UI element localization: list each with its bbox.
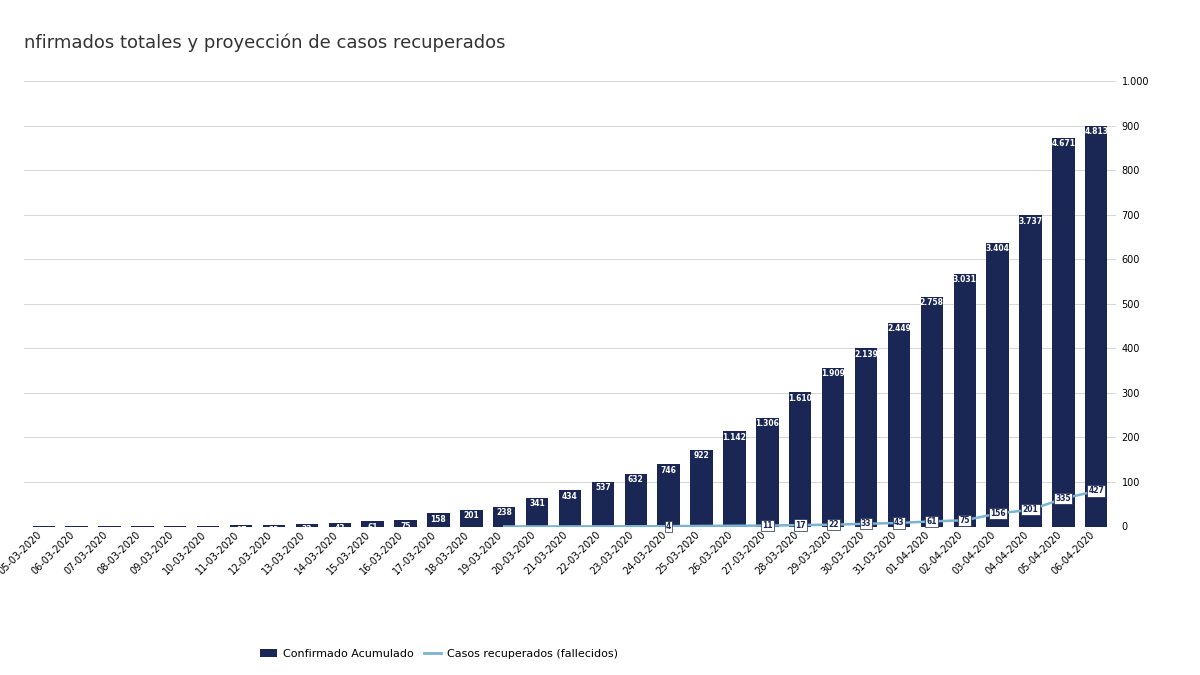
Text: 427: 427: [1088, 487, 1104, 495]
Text: 1.142: 1.142: [722, 433, 746, 441]
Text: 3.031: 3.031: [953, 275, 977, 284]
Bar: [592, 482, 614, 526]
Text: 8: 8: [173, 527, 178, 536]
Text: 746: 746: [661, 466, 677, 475]
Text: 6: 6: [139, 527, 145, 537]
Text: 201: 201: [463, 511, 479, 520]
Bar: [460, 510, 482, 526]
Text: 1: 1: [41, 528, 47, 537]
Text: 4.813: 4.813: [1085, 127, 1109, 136]
Bar: [888, 323, 910, 526]
Text: 201: 201: [1022, 506, 1038, 514]
Text: 3.404: 3.404: [985, 244, 1009, 253]
Text: 4.671: 4.671: [1051, 139, 1075, 148]
Text: 33: 33: [860, 519, 871, 529]
Text: 11: 11: [762, 521, 773, 530]
Text: 22: 22: [828, 520, 839, 529]
Text: 11: 11: [203, 527, 214, 536]
Text: 22: 22: [269, 526, 280, 535]
Bar: [658, 464, 680, 526]
Bar: [263, 524, 286, 526]
Text: 158: 158: [431, 514, 446, 524]
Bar: [559, 490, 581, 526]
Text: 2.449: 2.449: [887, 324, 911, 333]
Bar: [526, 498, 548, 526]
Text: 75: 75: [401, 522, 410, 531]
Text: 238: 238: [497, 508, 512, 517]
Text: 61: 61: [367, 522, 378, 532]
Text: 75: 75: [960, 516, 970, 524]
Bar: [1085, 126, 1108, 526]
Text: 1.306: 1.306: [756, 419, 779, 428]
Bar: [986, 243, 1009, 526]
Text: 922: 922: [694, 451, 709, 460]
Text: 2.139: 2.139: [854, 350, 878, 358]
Bar: [790, 392, 811, 526]
Bar: [361, 521, 384, 526]
Bar: [1019, 215, 1042, 526]
Text: 61: 61: [926, 517, 937, 526]
Bar: [493, 507, 515, 526]
Text: nfirmados totales y proyección de casos recuperados: nfirmados totales y proyección de casos …: [24, 34, 505, 52]
Bar: [395, 520, 416, 527]
Text: 4: 4: [666, 522, 671, 531]
Text: 4: 4: [74, 527, 79, 537]
Bar: [920, 297, 943, 526]
Text: 17: 17: [794, 520, 805, 530]
Text: 3.737: 3.737: [1019, 217, 1043, 225]
Text: 1.909: 1.909: [821, 369, 845, 378]
Bar: [230, 525, 252, 526]
Bar: [624, 474, 647, 526]
Bar: [427, 514, 450, 526]
Bar: [724, 431, 745, 526]
Text: 17: 17: [235, 526, 246, 535]
Text: 537: 537: [595, 483, 611, 492]
Text: 33: 33: [301, 525, 312, 534]
Bar: [295, 524, 318, 527]
Text: 2.758: 2.758: [920, 298, 944, 307]
Text: 5: 5: [107, 527, 112, 537]
Text: 156: 156: [990, 509, 1006, 518]
Bar: [854, 348, 877, 526]
Bar: [756, 418, 779, 526]
Text: 1.610: 1.610: [788, 394, 812, 403]
Text: 335: 335: [1056, 494, 1072, 503]
Bar: [690, 450, 713, 526]
Text: 434: 434: [562, 491, 578, 501]
Text: 43: 43: [894, 518, 904, 527]
Text: 43: 43: [335, 524, 346, 533]
Text: 632: 632: [628, 475, 643, 484]
Bar: [329, 523, 350, 526]
Bar: [822, 367, 845, 526]
Bar: [954, 274, 976, 526]
Bar: [1052, 138, 1074, 526]
Legend: Confirmado Acumulado, Casos recuperados (fallecidos): Confirmado Acumulado, Casos recuperados …: [256, 645, 622, 664]
Text: 341: 341: [529, 500, 545, 508]
